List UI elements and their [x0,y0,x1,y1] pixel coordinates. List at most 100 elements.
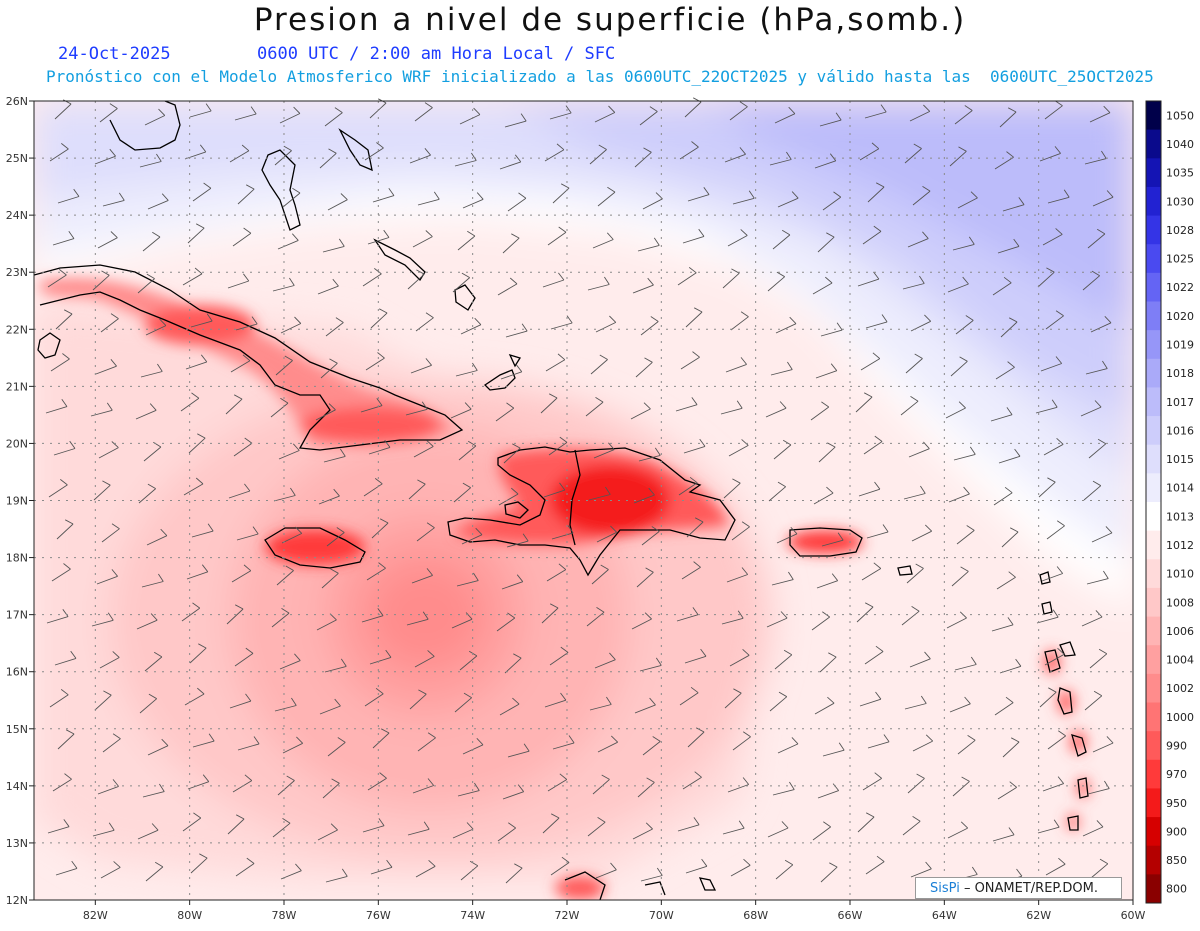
wind-barb [767,821,789,838]
wind-barb [451,612,473,629]
wind-barb [632,277,654,294]
wind-barb [954,105,973,125]
wind-barb [324,658,347,673]
wind-barb [912,734,934,752]
wind-barb [324,107,343,127]
wind-barb [813,486,834,505]
wind-barb [907,773,925,794]
wind-barb [820,322,843,337]
wind-barb [237,736,260,751]
wind-barb [550,315,573,330]
wind-barb [366,562,386,581]
wind-barb [322,778,340,799]
wind-barb [910,861,932,878]
wind-barb [274,697,297,712]
wind-barb [187,223,205,244]
wind-barb [410,358,432,374]
wind-barb [1041,566,1064,582]
wind-barb [727,229,748,247]
wind-barb [1088,438,1107,459]
wind-barb [282,736,304,754]
wind-barb [587,817,606,837]
wind-barb [1039,146,1061,162]
wind-barb [544,692,567,708]
wind-barb [681,561,701,580]
colorbar-frame [1145,100,1162,904]
wind-barb [236,526,259,541]
wind-barb [774,106,796,124]
wind-barb [777,191,799,208]
wind-barb [594,652,616,669]
colorbar-label: 1020 [1166,310,1194,323]
wind-barb [1085,360,1108,375]
wind-barb [1092,736,1114,753]
wind-barb [1035,399,1058,414]
wind-barb [732,731,751,751]
colorbar-swatch [1146,559,1161,589]
wind-barb [414,650,435,668]
axis-labels: 82W 80W 78W 76W 74W 72W 70W 68W 66W 64W 62W 60W 26N 2… [6,95,1146,922]
sispi-logo: SisPi [930,881,960,896]
colorbar-label: 1050 [1166,109,1194,122]
wind-barb [325,317,344,337]
lon-label: 82W [83,909,108,922]
wind-barb [94,148,116,165]
colorbar-swatch [1146,817,1161,847]
wind-barb [495,402,515,422]
wind-barb [144,651,163,672]
wind-barb [507,743,530,758]
wind-barb [631,612,652,630]
colorbar-swatch [1146,845,1161,875]
colorbar-swatch [1146,473,1161,503]
wind-barb [676,607,699,622]
wind-barb [326,527,345,547]
wind-barb [372,728,390,749]
wind-barb [635,357,653,378]
wind-barb [732,190,755,205]
wind-barb [765,401,787,418]
wind-barb [774,649,793,670]
wind-barb [816,573,839,589]
wind-barb [56,519,74,540]
wind-barb [55,860,78,876]
lat-label: 21N [6,380,28,393]
colorbar-label: 1028 [1166,224,1194,237]
wind-barb [769,151,792,166]
wind-barb [327,193,348,211]
colorbar-label: 990 [1166,740,1187,753]
wind-barb [99,651,120,669]
wind-barb [724,147,746,163]
wind-barb [1002,737,1020,758]
colorbar-label: 1006 [1166,625,1194,638]
wind-barb [49,689,69,708]
wind-barb [185,354,208,370]
wind-barb [947,276,969,293]
wind-barb [1039,687,1057,708]
wind-barb [409,148,431,164]
wind-barb [900,396,919,416]
wind-barb [592,774,610,795]
lon-label: 62W [1026,909,1051,922]
wind-barb [855,392,873,413]
wind-barb [1082,820,1104,837]
lon-label: 70W [649,909,674,922]
wind-barb [1002,197,1025,212]
wind-barb [505,323,528,338]
wind-barb [597,735,619,753]
wind-barb [192,182,212,202]
wind-barb [814,696,835,715]
wind-barb [182,267,203,286]
wind-barb [414,102,433,122]
wind-barb [863,435,883,455]
wind-barb [190,853,208,874]
colorbar-swatch [1146,702,1161,732]
wind-barb [991,617,1014,632]
colorbar-swatch [1146,330,1161,360]
wind-barb [540,393,558,414]
wind-barb [453,482,471,503]
wind-barb [97,231,118,249]
wind-barb [552,183,570,204]
wind-barb [406,611,429,626]
wind-barb [591,564,609,585]
wind-barb [98,441,119,459]
